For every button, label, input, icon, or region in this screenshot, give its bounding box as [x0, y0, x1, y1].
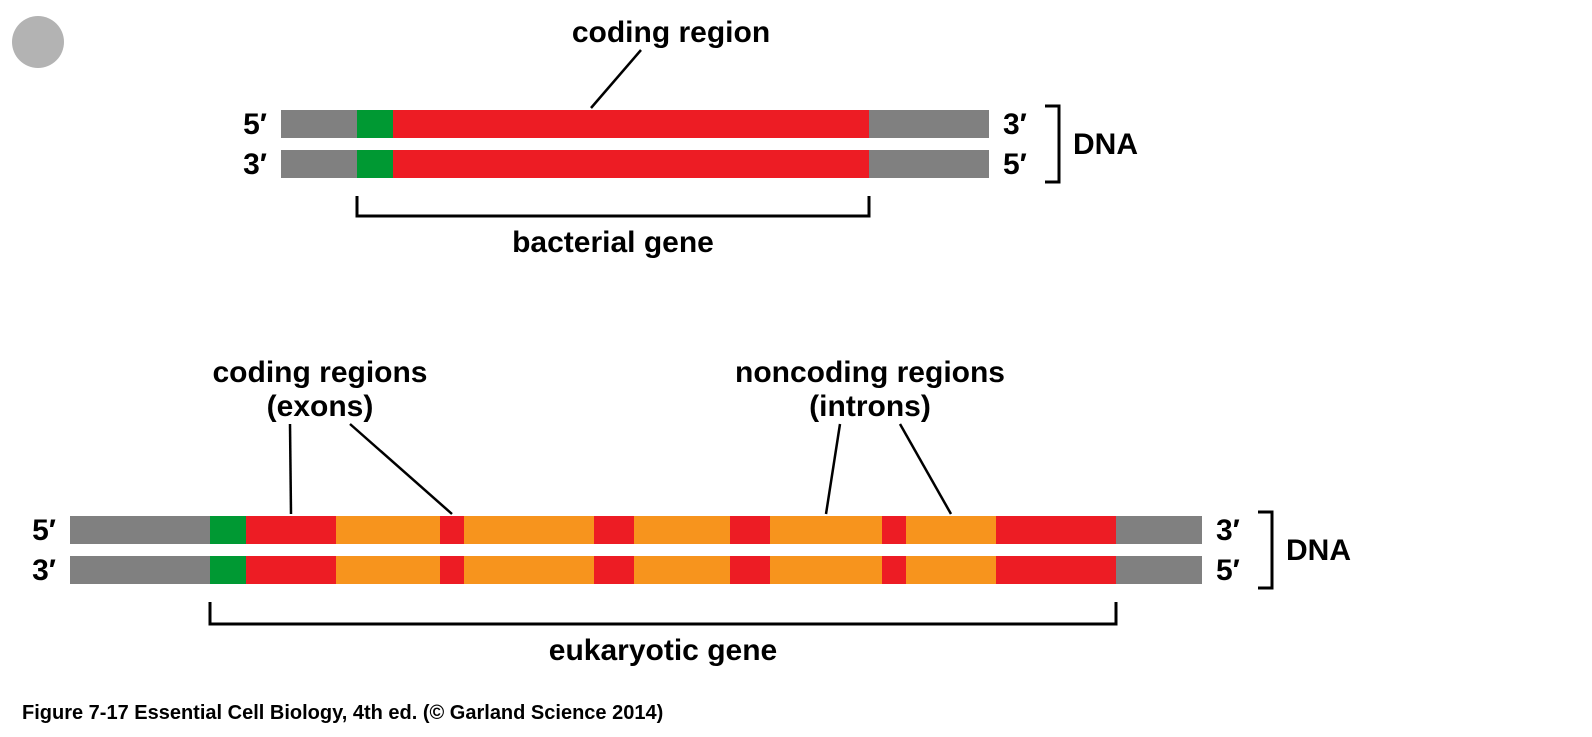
eukaryotic-bot-exon6 — [996, 556, 1116, 584]
euk-exon-label-1: coding regions — [212, 356, 427, 389]
euk-exon-label-2: (exons) — [267, 390, 374, 423]
eukaryotic-top-intron2 — [464, 516, 594, 544]
bacterial-bot-coding — [393, 150, 869, 178]
bacterial-bot-flank-right — [869, 150, 989, 178]
eukaryotic-top-exon5 — [882, 516, 906, 544]
bacterial-end-bl: 3′ — [243, 148, 267, 181]
bacterial-bot-promoter — [357, 150, 393, 178]
eukaryotic-top-flank-right — [1116, 516, 1202, 544]
euk-gene-label: eukaryotic gene — [549, 634, 777, 667]
figure-caption: Figure 7-17 Essential Cell Biology, 4th … — [22, 702, 663, 724]
eukaryotic-bot-exon2 — [440, 556, 464, 584]
eukaryotic-bot-intron5 — [906, 556, 996, 584]
eukaryotic-top-promoter — [210, 516, 246, 544]
eukaryotic-bot-intron4 — [770, 556, 882, 584]
bacterial-end-br: 5′ — [1003, 148, 1027, 181]
eukaryotic-end-bl: 3′ — [32, 554, 56, 587]
eukaryotic-top-intron3 — [634, 516, 730, 544]
bacterial-coding-label: coding region — [572, 16, 770, 49]
eukaryotic-end-tl: 5′ — [32, 514, 56, 547]
eukaryotic-top-intron5 — [906, 516, 996, 544]
bacterial-bot-flank-left — [281, 150, 357, 178]
eukaryotic-top-flank-left — [70, 516, 210, 544]
eukaryotic-top-exon4 — [730, 516, 770, 544]
bacterial-top-promoter — [357, 110, 393, 138]
bacterial-top-flank-right — [869, 110, 989, 138]
eukaryotic-end-tr: 3′ — [1216, 514, 1240, 547]
bacterial-gene-label: bacterial gene — [512, 226, 714, 259]
eukaryotic-bot-exon3 — [594, 556, 634, 584]
eukaryotic-top-exon3 — [594, 516, 634, 544]
eukaryotic-top-exon2 — [440, 516, 464, 544]
euk-intron-label-2: (introns) — [809, 390, 931, 423]
bacterial-end-tl: 5′ — [243, 108, 267, 141]
eukaryotic-top-intron4 — [770, 516, 882, 544]
bullet-dot — [12, 16, 64, 68]
bacterial-dna-label: DNA — [1073, 128, 1138, 161]
bacterial-end-tr: 3′ — [1003, 108, 1027, 141]
eukaryotic-bot-intron2 — [464, 556, 594, 584]
eukaryotic-end-br: 5′ — [1216, 554, 1240, 587]
eukaryotic-bot-flank-right — [1116, 556, 1202, 584]
eukaryotic-top-exon1 — [246, 516, 336, 544]
eukaryotic-top-exon6 — [996, 516, 1116, 544]
euk-exon-leader-1 — [290, 424, 291, 514]
eukaryotic-dna-label: DNA — [1286, 534, 1351, 567]
bacterial-top-coding — [393, 110, 869, 138]
bacterial-top-flank-left — [281, 110, 357, 138]
eukaryotic-bot-promoter — [210, 556, 246, 584]
euk-intron-label-1: noncoding regions — [735, 356, 1005, 389]
eukaryotic-bot-flank-left — [70, 556, 210, 584]
eukaryotic-bot-exon4 — [730, 556, 770, 584]
eukaryotic-bot-exon1 — [246, 556, 336, 584]
eukaryotic-bot-intron3 — [634, 556, 730, 584]
eukaryotic-top-intron1 — [336, 516, 440, 544]
eukaryotic-bot-intron1 — [336, 556, 440, 584]
eukaryotic-bot-exon5 — [882, 556, 906, 584]
